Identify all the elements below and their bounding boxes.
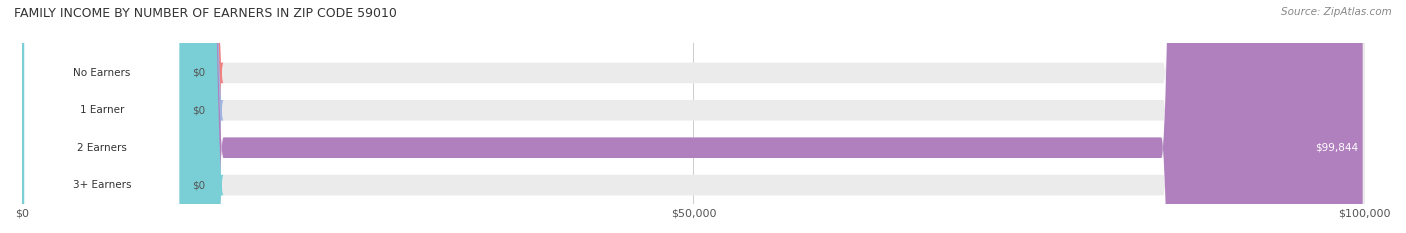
FancyBboxPatch shape	[25, 0, 179, 233]
Text: Source: ZipAtlas.com: Source: ZipAtlas.com	[1281, 7, 1392, 17]
Text: FAMILY INCOME BY NUMBER OF EARNERS IN ZIP CODE 59010: FAMILY INCOME BY NUMBER OF EARNERS IN ZI…	[14, 7, 396, 20]
FancyBboxPatch shape	[22, 0, 1365, 233]
FancyBboxPatch shape	[22, 0, 1362, 233]
Text: $0: $0	[193, 180, 205, 190]
Text: No Earners: No Earners	[73, 68, 131, 78]
FancyBboxPatch shape	[25, 0, 179, 233]
FancyBboxPatch shape	[25, 0, 179, 233]
Text: 2 Earners: 2 Earners	[77, 143, 127, 153]
Text: 1 Earner: 1 Earner	[80, 105, 124, 115]
FancyBboxPatch shape	[22, 0, 1365, 233]
FancyBboxPatch shape	[0, 0, 224, 233]
FancyBboxPatch shape	[0, 0, 224, 233]
Text: $99,844: $99,844	[1315, 143, 1358, 153]
Text: 3+ Earners: 3+ Earners	[73, 180, 131, 190]
FancyBboxPatch shape	[0, 0, 224, 233]
FancyBboxPatch shape	[25, 0, 179, 233]
Text: $0: $0	[193, 105, 205, 115]
FancyBboxPatch shape	[22, 0, 1365, 233]
Text: $0: $0	[193, 68, 205, 78]
FancyBboxPatch shape	[22, 0, 1365, 233]
